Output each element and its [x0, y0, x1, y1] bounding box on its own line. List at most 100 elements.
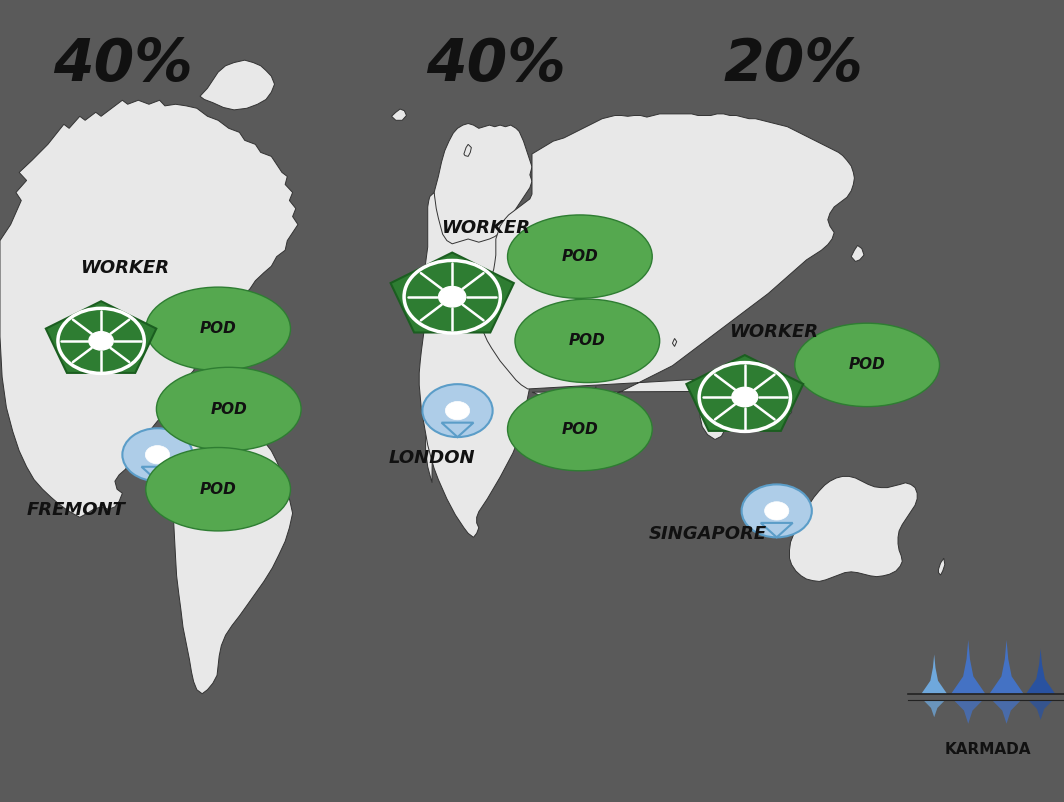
Point: [3, 101, 20, 114]
Point: [993, 180, 1010, 192]
Point: [520, 280, 537, 293]
Point: [958, 428, 975, 441]
Point: [991, 421, 1008, 434]
Point: [770, 386, 787, 399]
Point: [994, 439, 1011, 452]
Point: [798, 454, 815, 467]
Point: [1041, 415, 1058, 427]
Point: [788, 71, 805, 84]
Point: [617, 64, 634, 77]
Point: [66, 609, 83, 622]
Point: [299, 52, 316, 65]
Point: [363, 492, 380, 504]
Point: [821, 386, 838, 399]
Point: [876, 263, 893, 276]
Point: [918, 626, 935, 638]
Point: [1044, 750, 1061, 763]
Point: [120, 480, 137, 493]
Point: [64, 420, 81, 433]
Point: [104, 309, 121, 322]
Point: [136, 552, 153, 565]
Point: [167, 196, 184, 209]
Point: [88, 117, 105, 130]
Point: [496, 132, 513, 145]
Point: [133, 86, 150, 99]
Point: [271, 140, 288, 152]
Point: [112, 316, 129, 329]
Point: [327, 469, 344, 482]
Point: [801, 435, 818, 448]
Point: [798, 89, 815, 102]
Point: [379, 589, 396, 602]
Point: [385, 336, 402, 349]
Point: [129, 244, 146, 257]
Point: [900, 0, 917, 10]
Point: [702, 448, 719, 461]
Point: [505, 549, 522, 561]
Point: [739, 576, 757, 589]
Point: [454, 539, 471, 552]
Point: [23, 662, 40, 675]
Point: [254, 4, 271, 17]
Point: [698, 792, 715, 802]
Point: [400, 371, 417, 383]
Point: [16, 753, 33, 766]
Point: [447, 662, 464, 675]
Point: [641, 356, 658, 369]
Point: [15, 593, 32, 606]
Point: [355, 109, 372, 122]
Point: [839, 166, 857, 179]
Point: [417, 501, 434, 514]
Point: [430, 441, 447, 454]
Point: [134, 112, 151, 125]
Point: [921, 399, 938, 411]
Point: [683, 18, 700, 30]
Point: [203, 703, 220, 716]
Point: [486, 139, 503, 152]
Point: [599, 225, 616, 237]
Point: [678, 205, 695, 218]
Point: [996, 475, 1013, 488]
Point: [968, 30, 985, 43]
Point: [131, 703, 148, 715]
Point: [275, 784, 292, 796]
Point: [737, 751, 754, 764]
Point: [571, 24, 588, 37]
Point: [20, 428, 37, 441]
Point: [329, 188, 346, 200]
Point: [89, 789, 106, 802]
Point: [872, 379, 890, 391]
Point: [323, 224, 340, 237]
Point: [871, 574, 888, 587]
Point: [861, 516, 878, 529]
Point: [584, 506, 601, 519]
Point: [984, 302, 1001, 315]
Point: [412, 383, 429, 396]
Point: [13, 128, 30, 140]
Point: [776, 516, 793, 529]
Point: [217, 145, 234, 158]
Point: [1046, 624, 1063, 637]
Point: [687, 78, 704, 91]
Point: [654, 178, 671, 191]
Point: [234, 264, 251, 277]
Point: [659, 686, 676, 699]
Point: [598, 346, 615, 359]
Point: [751, 491, 768, 504]
Point: [1021, 238, 1038, 251]
Point: [283, 43, 300, 56]
Point: [905, 619, 922, 632]
Point: [627, 516, 644, 529]
Point: [687, 720, 704, 733]
Point: [988, 545, 1005, 557]
Point: [502, 370, 519, 383]
Point: [349, 606, 366, 619]
Point: [393, 568, 410, 581]
Point: [217, 188, 234, 201]
Point: [1030, 583, 1047, 596]
Point: [214, 553, 231, 566]
Point: [535, 615, 552, 628]
Point: [526, 738, 543, 751]
Point: [365, 238, 382, 251]
Point: [649, 114, 666, 127]
